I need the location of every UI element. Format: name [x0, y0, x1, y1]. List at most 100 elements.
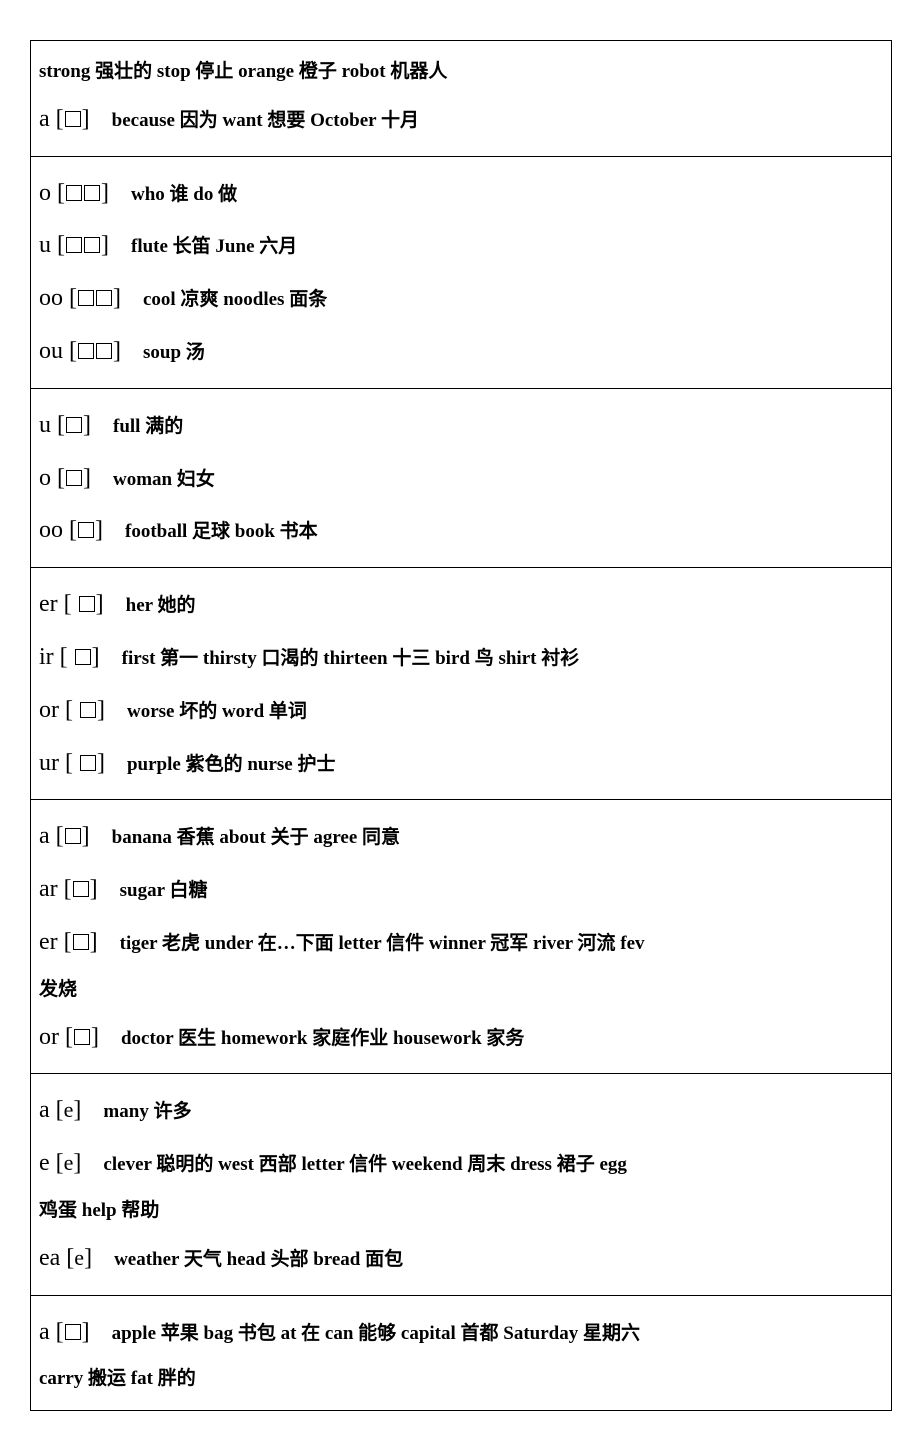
text-line: e [e] clever 聪明的 west 西部 letter 信件 weeke…	[39, 1137, 883, 1190]
placeholder-box	[80, 755, 96, 771]
phonetic-label: a []	[39, 823, 90, 849]
phonetic-label: a []	[39, 106, 90, 132]
word-list: banana 香蕉 about 关于 agree 同意	[112, 827, 400, 848]
word-list: her 她的	[126, 595, 196, 616]
word-list: because 因为 want 想要 October 十月	[112, 110, 419, 131]
placeholder-box	[96, 343, 112, 359]
phonetic-label: ur [ ]	[39, 750, 105, 776]
word-list: carry 搬运 fat 胖的	[39, 1368, 196, 1389]
phonetic-label: o []	[39, 180, 109, 206]
phonetic-label: e [e]	[39, 1150, 81, 1176]
word-list: worse 坏的 word 单词	[127, 701, 307, 722]
word-list: flute 长笛 June 六月	[131, 236, 297, 257]
placeholder-box	[65, 111, 81, 127]
word-list: strong 强壮的 stop 停止 orange 橙子 robot 机器人	[39, 61, 447, 82]
placeholder-box	[65, 828, 81, 844]
phonetic-label: or []	[39, 1024, 99, 1050]
table-cell: strong 强壮的 stop 停止 orange 橙子 robot 机器人 a …	[31, 41, 891, 157]
phonetic-label: or [ ]	[39, 697, 105, 723]
placeholder-box	[84, 185, 100, 201]
word-list: 发烧	[39, 979, 77, 1000]
word-list: many 许多	[103, 1101, 191, 1122]
placeholder-box	[73, 881, 89, 897]
text-line: carry 搬运 fat 胖的	[39, 1358, 883, 1400]
placeholder-box	[65, 1324, 81, 1340]
placeholder-box	[79, 596, 95, 612]
text-line: strong 强壮的 stop 停止 orange 橙子 robot 机器人	[39, 51, 883, 93]
phonetic-label: a [e]	[39, 1097, 81, 1123]
phonetic-label: u []	[39, 412, 91, 438]
phonetic-label: oo []	[39, 517, 103, 543]
text-line: a [e] many 许多	[39, 1084, 883, 1137]
phonics-table: strong 强壮的 stop 停止 orange 橙子 robot 机器人 a …	[30, 40, 892, 1411]
word-list: clever 聪明的 west 西部 letter 信件 weekend 周末 …	[103, 1154, 626, 1175]
phonetic-label: ea [e]	[39, 1245, 92, 1271]
word-list: soup 汤	[143, 342, 205, 363]
phonetic-label: er []	[39, 929, 98, 955]
table-cell: u [] full 满的o [] woman 妇女oo [] football …	[31, 389, 891, 568]
text-line: ir [ ] first 第一 thirsty 口渴的 thirteen 十三 …	[39, 631, 883, 684]
word-list: sugar 白糖	[120, 880, 208, 901]
text-line: a [] apple 苹果 bag 书包 at 在 can 能够 capital…	[39, 1306, 883, 1359]
text-line: er [] tiger 老虎 under 在…下面 letter 信件 winn…	[39, 916, 883, 969]
word-list: football 足球 book 书本	[125, 521, 318, 542]
placeholder-box	[75, 649, 91, 665]
placeholder-box	[96, 290, 112, 306]
table-cell: a [] apple 苹果 bag 书包 at 在 can 能够 capital…	[31, 1296, 891, 1411]
text-line: 鸡蛋 help 帮助	[39, 1190, 883, 1232]
word-list: first 第一 thirsty 口渴的 thirteen 十三 bird 鸟 …	[122, 648, 580, 669]
placeholder-box	[78, 290, 94, 306]
text-line: 发烧	[39, 969, 883, 1011]
table-cell: er [ ] her 她的ir [ ] first 第一 thirsty 口渴的…	[31, 568, 891, 800]
ipa-symbol: e	[74, 1245, 84, 1270]
ipa-symbol: e	[64, 1097, 74, 1122]
placeholder-box	[66, 237, 82, 253]
phonetic-label: ir [ ]	[39, 644, 100, 670]
text-line: ur [ ] purple 紫色的 nurse 护士	[39, 737, 883, 790]
text-line: u [] full 满的	[39, 399, 883, 452]
text-line: or [] doctor 医生 homework 家庭作业 housework …	[39, 1011, 883, 1064]
word-list: who 谁 do 做	[131, 184, 237, 205]
text-line: er [ ] her 她的	[39, 578, 883, 631]
placeholder-box	[84, 237, 100, 253]
placeholder-box	[80, 702, 96, 718]
placeholder-box	[66, 417, 82, 433]
placeholder-box	[78, 343, 94, 359]
ipa-symbol: e	[64, 1150, 74, 1175]
text-line: oo [] cool 凉爽 noodles 面条	[39, 272, 883, 325]
word-list: full 满的	[113, 416, 183, 437]
word-list: woman 妇女	[113, 469, 215, 490]
phonetic-label: a []	[39, 1319, 90, 1345]
text-line: u [] flute 长笛 June 六月	[39, 219, 883, 272]
table-cell: o [] who 谁 do 做u [] flute 长笛 June 六月oo […	[31, 157, 891, 389]
phonetic-label: oo []	[39, 285, 121, 311]
word-list: apple 苹果 bag 书包 at 在 can 能够 capital 首都 S…	[112, 1323, 640, 1344]
placeholder-box	[74, 1029, 90, 1045]
placeholder-box	[66, 185, 82, 201]
placeholder-box	[66, 470, 82, 486]
phonetic-label: u []	[39, 232, 109, 258]
placeholder-box	[78, 522, 94, 538]
placeholder-box	[73, 934, 89, 950]
text-line: ea [e] weather 天气 head 头部 bread 面包	[39, 1232, 883, 1285]
word-list: tiger 老虎 under 在…下面 letter 信件 winner 冠军 …	[120, 933, 645, 954]
text-line: a [] banana 香蕉 about 关于 agree 同意	[39, 810, 883, 863]
table-cell: a [] banana 香蕉 about 关于 agree 同意ar [] su…	[31, 800, 891, 1074]
phonetic-label: ou []	[39, 338, 121, 364]
text-line: o [] who 谁 do 做	[39, 167, 883, 220]
phonetic-label: ar []	[39, 876, 98, 902]
word-list: weather 天气 head 头部 bread 面包	[114, 1249, 403, 1270]
word-list: purple 紫色的 nurse 护士	[127, 754, 336, 775]
phonetic-label: o []	[39, 465, 91, 491]
word-list: 鸡蛋 help 帮助	[39, 1200, 159, 1221]
phonetic-label: er [ ]	[39, 591, 104, 617]
text-line: a [] because 因为 want 想要 October 十月	[39, 93, 883, 146]
text-line: or [ ] worse 坏的 word 单词	[39, 684, 883, 737]
word-list: cool 凉爽 noodles 面条	[143, 289, 327, 310]
word-list: doctor 医生 homework 家庭作业 housework 家务	[121, 1028, 524, 1049]
text-line: ar [] sugar 白糖	[39, 863, 883, 916]
text-line: o [] woman 妇女	[39, 452, 883, 505]
text-line: oo [] football 足球 book 书本	[39, 504, 883, 557]
table-cell: a [e] many 许多e [e] clever 聪明的 west 西部 le…	[31, 1074, 891, 1295]
text-line: ou [] soup 汤	[39, 325, 883, 378]
